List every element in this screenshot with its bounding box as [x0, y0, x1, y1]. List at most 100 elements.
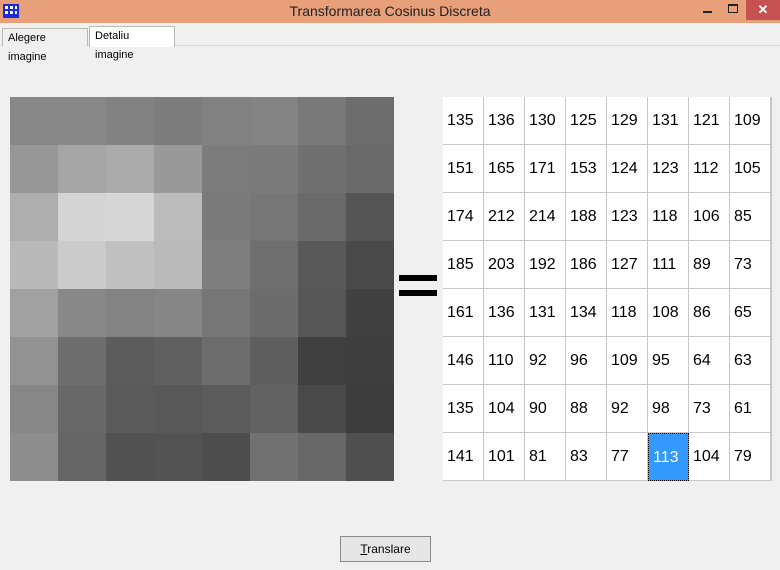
matrix-cell[interactable]: 73 — [689, 385, 730, 433]
matrix-cell[interactable]: 151 — [443, 145, 484, 193]
matrix-cell[interactable]: 136 — [484, 289, 525, 337]
pixel-block — [58, 193, 106, 241]
matrix-cell[interactable]: 88 — [566, 385, 607, 433]
matrix-cell[interactable]: 135 — [443, 385, 484, 433]
pixel-block — [298, 97, 346, 145]
matrix-cell[interactable]: 108 — [648, 289, 689, 337]
maximize-button[interactable] — [720, 0, 746, 20]
matrix-cell[interactable]: 65 — [730, 289, 771, 337]
matrix-cell[interactable]: 135 — [443, 97, 484, 145]
close-button[interactable]: ✕ — [746, 0, 780, 20]
matrix-cell[interactable]: 63 — [730, 337, 771, 385]
matrix-cell[interactable]: 141 — [443, 433, 484, 481]
pixel-block — [298, 385, 346, 433]
matrix-cell[interactable]: 124 — [607, 145, 648, 193]
matrix-cell[interactable]: 212 — [484, 193, 525, 241]
matrix-cell[interactable]: 214 — [525, 193, 566, 241]
matrix-cell[interactable]: 131 — [648, 97, 689, 145]
matrix-cell[interactable]: 123 — [648, 145, 689, 193]
matrix-cell[interactable]: 73 — [730, 241, 771, 289]
matrix-cell[interactable]: 109 — [607, 337, 648, 385]
pixel-block — [106, 97, 154, 145]
matrix-cell[interactable]: 83 — [566, 433, 607, 481]
matrix-cell[interactable]: 153 — [566, 145, 607, 193]
matrix-cell[interactable]: 192 — [525, 241, 566, 289]
translare-button[interactable]: Translare — [340, 536, 431, 562]
matrix-cell[interactable]: 104 — [689, 433, 730, 481]
matrix-cell[interactable]: 171 — [525, 145, 566, 193]
matrix-cell[interactable]: 125 — [566, 97, 607, 145]
pixel-block — [250, 145, 298, 193]
pixel-block — [154, 433, 202, 481]
matrix-cell[interactable]: 188 — [566, 193, 607, 241]
matrix-cell[interactable]: 109 — [730, 97, 771, 145]
matrix-cell[interactable]: 95 — [648, 337, 689, 385]
pixel-block — [250, 241, 298, 289]
matrix-cell[interactable]: 92 — [525, 337, 566, 385]
matrix-cell[interactable]: 134 — [566, 289, 607, 337]
matrix-cell[interactable]: 146 — [443, 337, 484, 385]
pixel-block — [58, 385, 106, 433]
translare-mnemonic: T — [360, 542, 368, 556]
pixel-block — [106, 289, 154, 337]
matrix-cell[interactable]: 121 — [689, 97, 730, 145]
pixel-block — [106, 385, 154, 433]
matrix-cell[interactable]: 92 — [607, 385, 648, 433]
matrix-cell[interactable]: 96 — [566, 337, 607, 385]
matrix-cell[interactable]: 98 — [648, 385, 689, 433]
pixel-block — [202, 241, 250, 289]
matrix-cell[interactable]: 104 — [484, 385, 525, 433]
dct-grid-app-icon[interactable] — [3, 4, 19, 18]
matrix-cell[interactable]: 77 — [607, 433, 648, 481]
matrix-cell[interactable]: 111 — [648, 241, 689, 289]
matrix-cell[interactable]: 79 — [730, 433, 771, 481]
matrix-cell[interactable]: 101 — [484, 433, 525, 481]
matrix-cell[interactable]: 118 — [648, 193, 689, 241]
matrix-cell[interactable]: 86 — [689, 289, 730, 337]
matrix-cell[interactable]: 106 — [689, 193, 730, 241]
pixel-block — [202, 145, 250, 193]
matrix-cell[interactable]: 64 — [689, 337, 730, 385]
matrix-cell[interactable]: 186 — [566, 241, 607, 289]
matrix-cell[interactable]: 165 — [484, 145, 525, 193]
pixel-block — [346, 145, 394, 193]
matrix-cell[interactable]: 127 — [607, 241, 648, 289]
matrix-cell[interactable]: 110 — [484, 337, 525, 385]
tab-alegere-imagine[interactable]: Alegere imagine — [2, 28, 88, 63]
matrix-cell[interactable]: 185 — [443, 241, 484, 289]
matrix-cell[interactable]: 123 — [607, 193, 648, 241]
pixel-value-matrix[interactable]: 135 136 130 125 129 131 121 109 151 165 171 153 124 1… — [443, 97, 772, 481]
matrix-cell[interactable]: 161 — [443, 289, 484, 337]
matrix-cell[interactable]: 131 — [525, 289, 566, 337]
matrix-cell[interactable]: 112 — [689, 145, 730, 193]
matrix-cell[interactable]: 81 — [525, 433, 566, 481]
pixel-block — [154, 337, 202, 385]
matrix-cell[interactable]: 130 — [525, 97, 566, 145]
matrix-cell[interactable]: 61 — [730, 385, 771, 433]
tab-detaliu-imagine[interactable]: Detaliu imagine — [89, 26, 175, 61]
pixel-block — [202, 337, 250, 385]
pixel-block — [106, 337, 154, 385]
pixel-block — [346, 289, 394, 337]
matrix-cell[interactable]: 105 — [730, 145, 771, 193]
maximize-icon — [728, 4, 738, 13]
matrix-cell[interactable]: 89 — [689, 241, 730, 289]
matrix-cell[interactable]: 129 — [607, 97, 648, 145]
matrix-cell[interactable]: 113 — [648, 433, 689, 481]
matrix-cell[interactable]: 90 — [525, 385, 566, 433]
matrix-cell[interactable]: 174 — [443, 193, 484, 241]
matrix-cell[interactable]: 203 — [484, 241, 525, 289]
pixel-block — [154, 145, 202, 193]
matrix-cell[interactable]: 85 — [730, 193, 771, 241]
pixel-block — [298, 193, 346, 241]
pixel-block — [250, 289, 298, 337]
minimize-button[interactable] — [694, 0, 720, 20]
pixel-block — [10, 193, 58, 241]
pixel-block — [202, 97, 250, 145]
matrix-cell[interactable]: 118 — [607, 289, 648, 337]
matrix-cell[interactable]: 136 — [484, 97, 525, 145]
pixel-block — [106, 433, 154, 481]
pixel-block — [346, 241, 394, 289]
pixel-block — [202, 433, 250, 481]
pixel-block — [58, 289, 106, 337]
